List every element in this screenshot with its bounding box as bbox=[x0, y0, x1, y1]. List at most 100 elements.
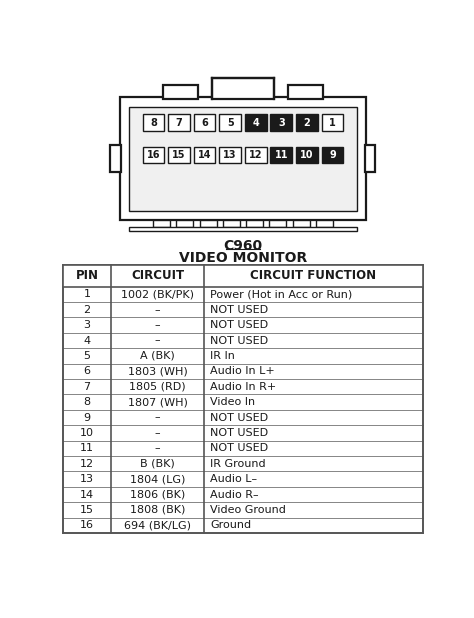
Text: 13: 13 bbox=[223, 150, 237, 160]
Text: Audio In L+: Audio In L+ bbox=[210, 366, 275, 376]
Text: A (BK): A (BK) bbox=[140, 351, 175, 361]
Text: 1806 (BK): 1806 (BK) bbox=[130, 489, 185, 499]
Text: 2: 2 bbox=[303, 117, 310, 128]
Text: Video In: Video In bbox=[210, 397, 255, 407]
Text: –: – bbox=[155, 305, 161, 315]
Text: 4: 4 bbox=[83, 336, 91, 345]
Bar bbox=[246, 219, 263, 227]
Text: 9: 9 bbox=[83, 413, 91, 423]
Text: 7: 7 bbox=[83, 382, 91, 392]
Text: 3: 3 bbox=[278, 117, 285, 128]
Text: NOT USED: NOT USED bbox=[210, 336, 268, 345]
Bar bbox=[168, 146, 190, 164]
Text: IR Ground: IR Ground bbox=[210, 459, 266, 469]
Bar bbox=[59, 74, 427, 263]
Text: 10: 10 bbox=[300, 150, 314, 160]
Bar bbox=[143, 114, 164, 131]
Bar bbox=[219, 114, 241, 131]
Text: 8: 8 bbox=[150, 117, 157, 128]
Text: Audio R–: Audio R– bbox=[210, 489, 259, 499]
Text: –: – bbox=[155, 428, 161, 438]
Text: 11: 11 bbox=[274, 150, 288, 160]
Bar bbox=[194, 146, 215, 164]
Text: B (BK): B (BK) bbox=[140, 459, 175, 469]
Text: 4: 4 bbox=[252, 117, 259, 128]
Text: IR In: IR In bbox=[210, 351, 235, 361]
Bar bbox=[168, 114, 190, 131]
Text: 12: 12 bbox=[249, 150, 263, 160]
Text: 16: 16 bbox=[80, 520, 94, 530]
Bar bbox=[296, 146, 318, 164]
Bar bbox=[63, 265, 423, 287]
Text: CIRCUIT: CIRCUIT bbox=[131, 269, 184, 282]
Bar bbox=[296, 114, 318, 131]
Bar bbox=[365, 145, 375, 172]
Text: 15: 15 bbox=[172, 150, 186, 160]
Text: –: – bbox=[155, 336, 161, 345]
Text: NOT USED: NOT USED bbox=[210, 320, 268, 330]
Text: C960: C960 bbox=[223, 239, 263, 253]
Bar bbox=[163, 85, 198, 99]
Text: 12: 12 bbox=[80, 459, 94, 469]
Text: 13: 13 bbox=[80, 474, 94, 484]
Bar bbox=[153, 219, 170, 227]
Bar bbox=[129, 227, 357, 231]
Text: Video Ground: Video Ground bbox=[210, 505, 286, 515]
Bar bbox=[194, 114, 215, 131]
Text: 1804 (LG): 1804 (LG) bbox=[130, 474, 185, 484]
Text: 11: 11 bbox=[80, 443, 94, 454]
Text: 9: 9 bbox=[329, 150, 336, 160]
Bar bbox=[200, 219, 217, 227]
Text: 694 (BK/LG): 694 (BK/LG) bbox=[124, 520, 191, 530]
Bar bbox=[120, 97, 366, 221]
Text: 1808 (BK): 1808 (BK) bbox=[130, 505, 185, 515]
Text: NOT USED: NOT USED bbox=[210, 413, 268, 423]
Text: 1805 (RD): 1805 (RD) bbox=[129, 382, 186, 392]
Text: 14: 14 bbox=[198, 150, 211, 160]
Text: 10: 10 bbox=[80, 428, 94, 438]
Text: 1807 (WH): 1807 (WH) bbox=[128, 397, 188, 407]
Text: Audio L–: Audio L– bbox=[210, 474, 257, 484]
Text: NOT USED: NOT USED bbox=[210, 305, 268, 315]
Text: –: – bbox=[155, 443, 161, 454]
Text: PIN: PIN bbox=[76, 269, 99, 282]
Bar bbox=[269, 219, 286, 227]
Text: Power (Hot in Acc or Run): Power (Hot in Acc or Run) bbox=[210, 289, 353, 299]
Bar bbox=[271, 146, 292, 164]
Bar bbox=[219, 146, 241, 164]
Text: 6: 6 bbox=[83, 366, 91, 376]
Bar bbox=[245, 114, 266, 131]
Text: NOT USED: NOT USED bbox=[210, 443, 268, 454]
Bar bbox=[292, 219, 310, 227]
Text: 5: 5 bbox=[83, 351, 91, 361]
Text: 2: 2 bbox=[83, 305, 91, 315]
Text: Ground: Ground bbox=[210, 520, 252, 530]
Bar bbox=[288, 85, 323, 99]
Bar bbox=[316, 219, 333, 227]
Text: 7: 7 bbox=[175, 117, 182, 128]
Text: 15: 15 bbox=[80, 505, 94, 515]
Bar bbox=[110, 145, 121, 172]
Text: 8: 8 bbox=[83, 397, 91, 407]
Text: 14: 14 bbox=[80, 489, 94, 499]
Bar bbox=[143, 146, 164, 164]
Bar bbox=[63, 265, 423, 533]
Bar bbox=[321, 114, 343, 131]
Bar bbox=[245, 146, 266, 164]
Text: CIRCUIT FUNCTION: CIRCUIT FUNCTION bbox=[250, 269, 376, 282]
Text: 1002 (BK/PK): 1002 (BK/PK) bbox=[121, 289, 194, 299]
Bar bbox=[271, 114, 292, 131]
Bar bbox=[129, 106, 357, 211]
Text: VIDEO MONITOR: VIDEO MONITOR bbox=[179, 252, 307, 265]
Bar bbox=[212, 78, 274, 99]
Text: –: – bbox=[155, 413, 161, 423]
Text: 6: 6 bbox=[201, 117, 208, 128]
Text: 5: 5 bbox=[227, 117, 234, 128]
Text: 1: 1 bbox=[329, 117, 336, 128]
Text: 1803 (WH): 1803 (WH) bbox=[128, 366, 188, 376]
Bar bbox=[176, 219, 193, 227]
Text: NOT USED: NOT USED bbox=[210, 428, 268, 438]
Text: 16: 16 bbox=[146, 150, 160, 160]
Text: Audio In R+: Audio In R+ bbox=[210, 382, 277, 392]
Bar bbox=[321, 146, 343, 164]
